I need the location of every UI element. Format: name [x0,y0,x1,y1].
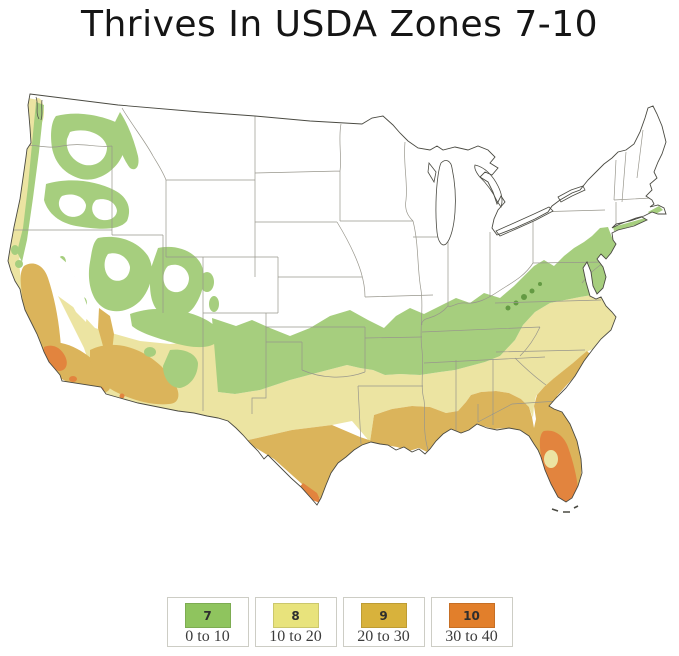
page-title: Thrives In USDA Zones 7-10 [80,4,599,45]
legend-item-zone8: 8 10 to 20 [254,597,337,647]
puget-sound-detail [35,96,43,121]
state-borders [8,107,652,451]
lake-erie [495,206,554,237]
zone8-range-label: 10 to 20 [269,628,322,645]
lake-ontario [557,185,586,203]
zone7-swatch: 7 [184,603,231,628]
zone10-swatch: 10 [448,603,495,628]
legend-item-zone7: 7 0 to 10 [166,597,249,647]
appalachian-speckles [505,282,542,311]
green-bay [427,161,437,184]
florida-zone8-inlier [544,450,558,468]
florida-keys [551,505,579,513]
us-outline [7,93,667,506]
zone9-range-label: 20 to 30 [357,628,410,645]
zone10-range-label: 30 to 40 [445,628,498,645]
legend-item-zone10: 10 30 to 40 [430,597,513,647]
zone8-swatch: 8 [272,603,319,628]
cold-zone-holes [54,130,189,322]
zone9-swatch: 9 [360,603,407,628]
zone-legend: 7 0 to 10 8 10 to 20 9 20 to 30 10 30 to… [166,597,513,647]
zone7-range-label: 0 to 10 [185,628,230,645]
legend-item-zone9: 9 20 to 30 [342,597,425,647]
zone-10-areas [43,345,578,504]
lake-michigan [435,160,456,246]
